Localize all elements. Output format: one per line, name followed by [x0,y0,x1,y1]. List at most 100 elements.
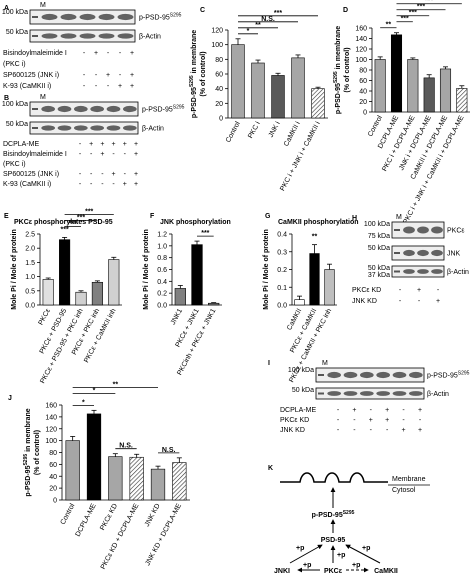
kda-label: 50 kDa [292,387,314,394]
treatment-sign: + [123,181,127,188]
treatment-label: JNK KD [352,298,377,305]
blot-band [343,371,358,379]
blot-band [403,226,415,234]
significance-label: *** [401,16,409,23]
error-bar [275,72,281,76]
kda-label: 100 kDa [364,221,390,228]
y-axis-label: p-PSD-95S295 in membrane [333,26,342,114]
blot-band [122,125,137,131]
treatment-sign: - [90,181,93,188]
x-tick-label: Control [60,502,77,526]
y-tick-label: 0.0 [277,303,287,310]
error-bar [155,465,161,470]
x-tick-label: JNK KD [144,503,162,528]
treatment-sign: - [112,181,115,188]
y-tick-label: 0 [53,498,57,505]
kda-label: 50 kDa [6,121,28,128]
x-tick-label: PKCε KD [99,503,119,532]
ladder-band [32,16,38,18]
treatment-label: K-93 (CaMKII i) [3,181,51,188]
treatment-sign: + [106,72,110,79]
treatment-sign: + [402,427,406,434]
node-label: p-PSD-95S295 [312,510,355,519]
y-tick-label: 40 [215,86,223,93]
bar [174,288,186,306]
y-axis-label: p-PSD-95S295 in membrane [23,408,32,496]
y-tick-label: 2.5 [25,232,35,239]
blot-band [41,105,56,113]
kda-label: 100 kDa [2,9,28,16]
panel-letter: B [4,95,9,102]
error-bar [211,302,217,304]
treatment-sign: + [123,141,127,148]
significance-label: N.S. [119,443,133,450]
y-axis-label-after: in membrane [191,30,198,76]
significance-label: * [247,28,250,35]
kda-label: 37 kDa [368,272,390,279]
treatment-sign: + [134,181,138,188]
y-tick-label: 2.0 [25,246,35,253]
treatment-sign: - [124,171,127,178]
bar [271,75,285,119]
error-bar [70,436,76,441]
y-axis-label-after: in membrane [25,408,32,454]
treatment-sign: + [89,141,93,148]
error-bar [176,457,182,463]
kda-label: 100 kDa [2,101,28,108]
y-tick-label: 160 [45,403,57,410]
panel-letter: C [200,7,205,14]
blot-band [57,125,72,131]
blot-band [327,371,342,379]
y-tick-label: 0.0 [25,303,35,310]
y-tick-label: 80 [215,57,223,64]
panel-letter: F [150,213,155,220]
y-tick-label: 1.0 [25,274,35,281]
treatment-sign: - [90,171,93,178]
treatment-sign: - [101,171,104,178]
treatment-sign: + [94,50,98,57]
y-tick-label: 0 [363,110,367,117]
y-tick-label: 0.6 [157,267,167,274]
ladder-band [32,35,38,37]
bar [108,456,123,501]
y-tick-label: 120 [355,47,367,54]
panel-letter: A [4,5,9,12]
kda-label: 100 kDa [288,367,314,374]
significance-label: ** [312,234,318,241]
treatment-sign: - [83,83,86,90]
y-tick-label: 0.0 [157,303,167,310]
bar [294,299,305,306]
y-axis-label-text: p-PSD-95 [25,465,32,496]
error-bar [459,85,465,89]
treatment-sign: - [95,72,98,79]
error-bar [112,453,118,457]
ladder-label: M [40,94,46,101]
x-tick-label: Control [367,114,384,138]
y-axis-label-sup: S295 [333,71,339,83]
bar [439,68,452,113]
x-tick-label: PKCε + CaMKII inh [83,308,117,364]
membrane-label: Membrane [392,476,426,483]
treatment-sign: - [79,141,82,148]
x-tick-label: PKC i + JNK i + CaMKII i [279,120,322,192]
treatment-sign: + [436,298,440,305]
chart-title: JNK phosphorylation [160,219,231,226]
x-tick-label: Control [225,120,242,144]
significance-label: *** [61,226,69,233]
x-tick-label: PKCε KD + DCPLA-ME [100,502,141,570]
treatment-label: SP600125 (JNK i) [3,171,59,178]
blot-band [60,33,77,39]
blot-band [376,391,391,396]
treatment-label: Bisindoylmaleimide I [3,151,67,158]
treatment-sign: - [419,417,422,424]
y-tick-label: 60 [359,78,367,85]
blot-label-sup: S295 [458,371,470,377]
y-tick-label: 100 [355,57,367,64]
y-tick-label: 40 [359,89,367,96]
treatment-sign: - [337,427,340,434]
bar [42,279,54,306]
y-tick-label: 0.4 [277,232,287,239]
error-bar [91,409,97,414]
treatment-sign: + [100,141,104,148]
